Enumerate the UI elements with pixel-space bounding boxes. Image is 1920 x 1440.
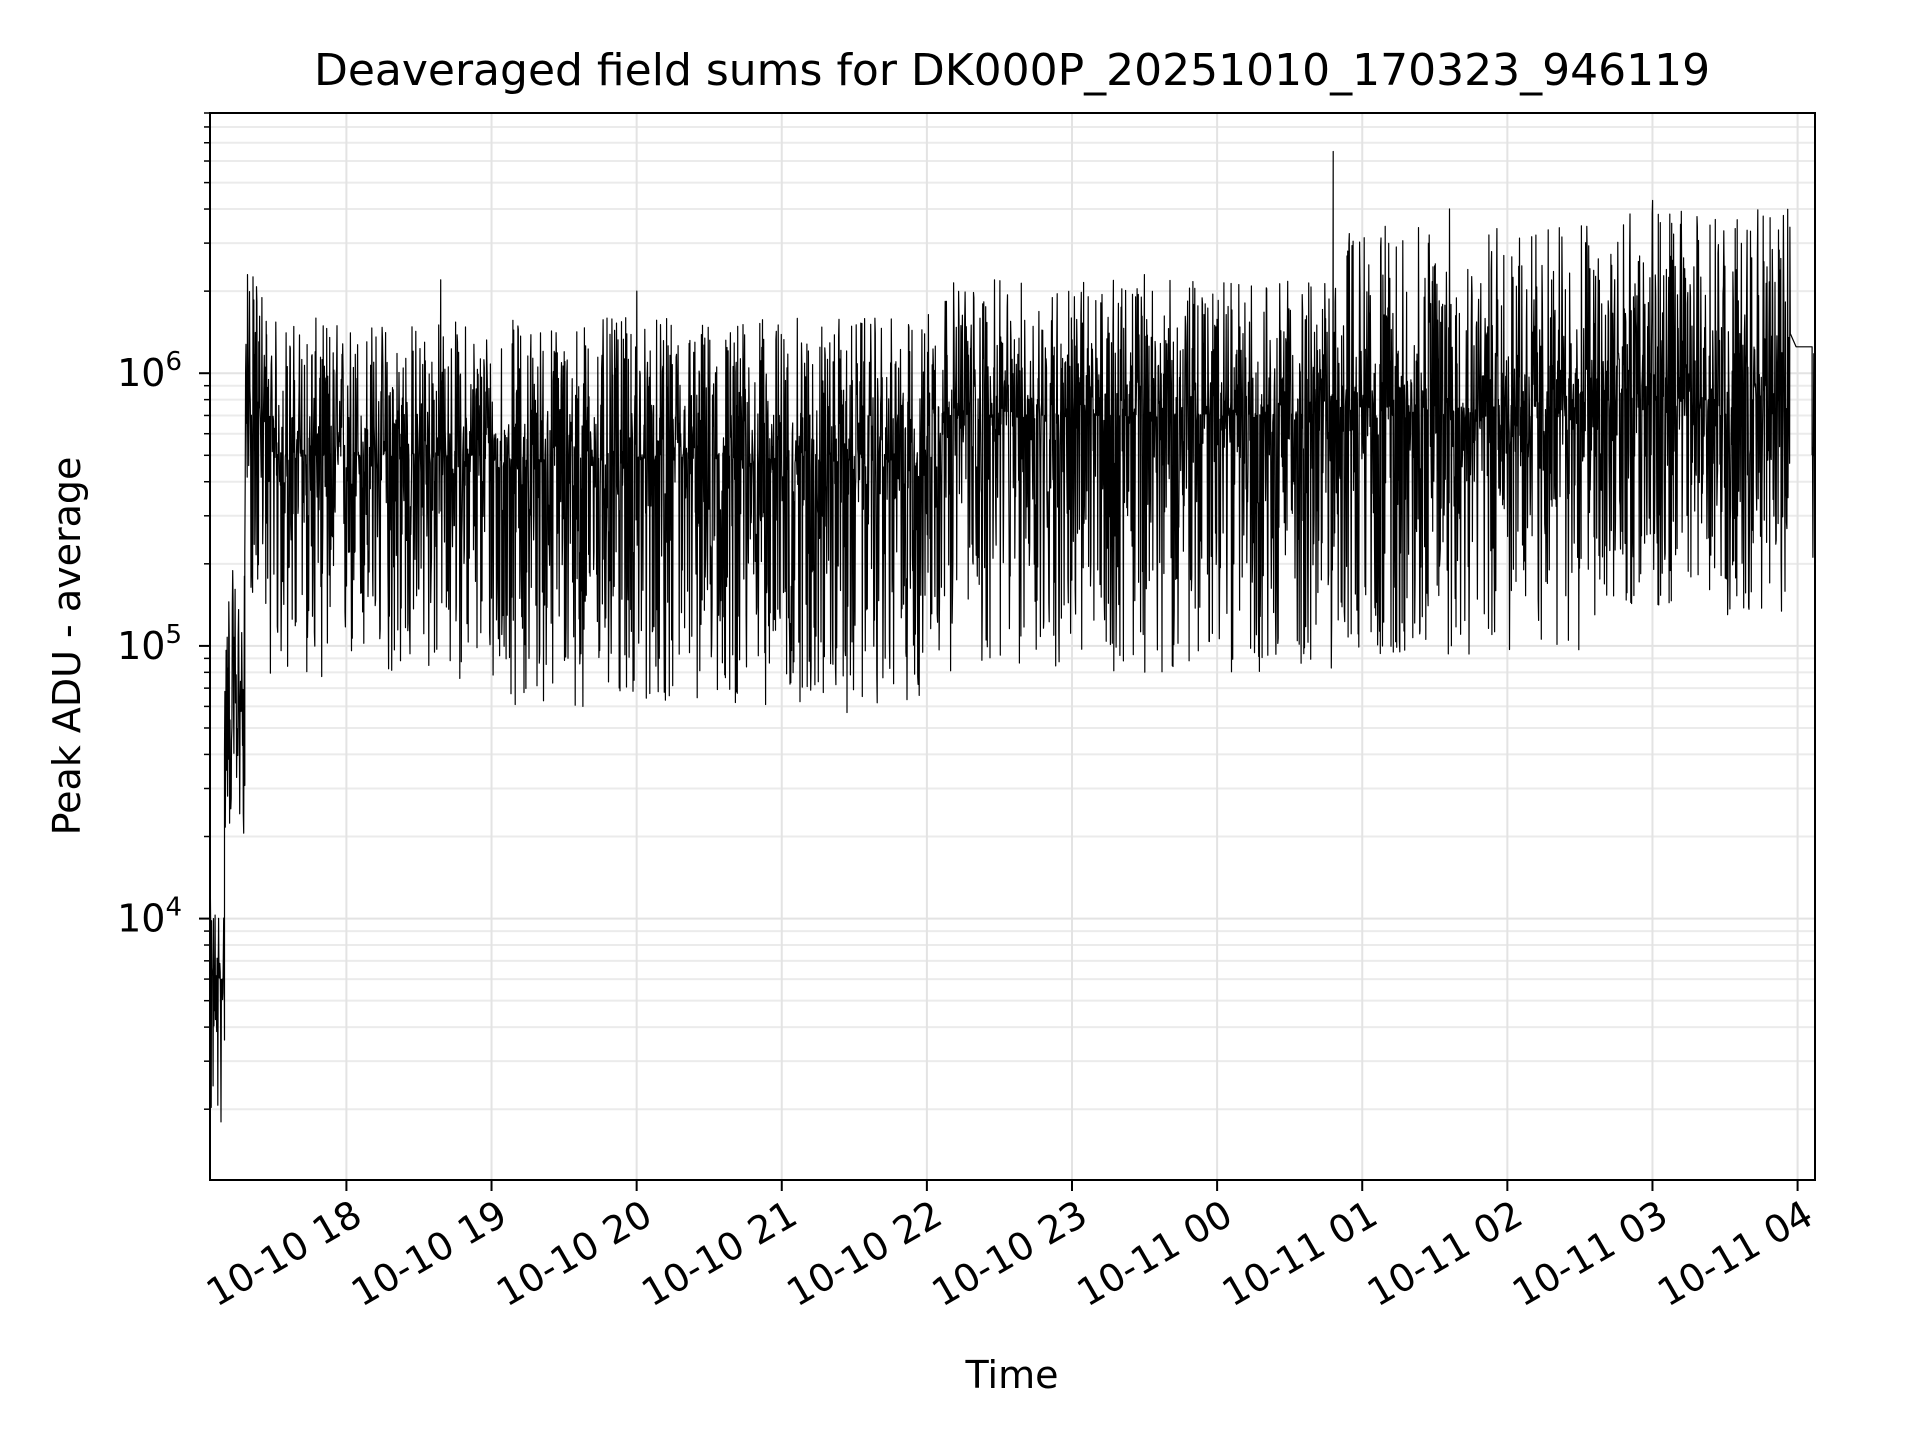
y-tick-base: 10 [117, 351, 165, 395]
y-tick-exponent: 5 [165, 620, 182, 650]
y-tick-base: 10 [117, 897, 165, 941]
y-tick-exponent: 4 [165, 893, 182, 923]
chart-title: Deaveraged field sums for DK000P_2025101… [314, 45, 1710, 96]
data-series-line [209, 150, 1816, 1123]
y-tick-label: 104 [117, 893, 182, 941]
y-tick-label: 105 [117, 620, 182, 668]
y-tick-label: 106 [117, 347, 182, 395]
y-tick-base: 10 [117, 624, 165, 668]
y-axis-label: Peak ADU - average [45, 457, 89, 836]
y-tick-exponent: 6 [165, 347, 182, 377]
x-axis-label: Time [965, 1353, 1059, 1397]
